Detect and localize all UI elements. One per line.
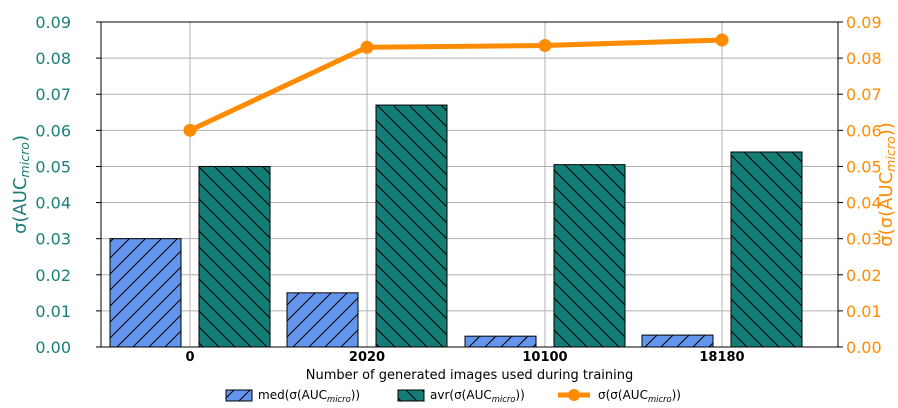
y-tick-label-left: 0.02 (35, 266, 71, 285)
y-tick-label-right: 0.07 (846, 85, 882, 104)
legend-label-med: med(σ(AUCmicro)) (258, 388, 360, 404)
line-point (538, 38, 552, 52)
y-axis-label-right: σ(σ(AUCmicro)) (876, 122, 898, 247)
bar-med-hatch (465, 336, 536, 347)
legend-label-sigma: σ(σ(AUCmicro)) (598, 388, 681, 404)
y-tick-label-right: 0.03 (846, 230, 882, 249)
line-series (183, 33, 729, 137)
bar-avr-hatch (376, 105, 447, 347)
y-tick-label-left: 0.06 (35, 121, 71, 140)
y-tick-label-left: 0.03 (35, 230, 71, 249)
y-tick-label-left: 0.05 (35, 157, 71, 176)
bar-avr-hatch (554, 164, 625, 347)
legend-swatch-med-hatch (226, 390, 252, 401)
line-point (715, 33, 729, 47)
y-tick-label-right: 0.08 (846, 49, 882, 68)
x-tick-label: 2020 (349, 350, 385, 365)
x-tick-label: 10100 (522, 350, 567, 365)
x-tick-label: 18180 (699, 350, 744, 365)
y-tick-label-right: 0.02 (846, 266, 882, 285)
bars (109, 104, 803, 348)
y-tick-label-left: 0.00 (35, 338, 71, 357)
y-tick-label-left: 0.09 (35, 13, 71, 32)
plot-frame (100, 21, 839, 348)
y-tick-label-right: 0.09 (846, 13, 882, 32)
legend: med(σ(AUCmicro)) avr(σ(AUCmicro)) σ(σ(AUCm… (225, 388, 681, 404)
x-tick-label: 0 (185, 350, 194, 365)
line-sigma (188, 37, 723, 133)
bar-med-hatch (110, 238, 181, 347)
y-tick-label-left: 0.07 (35, 85, 71, 104)
y-tick-label-left: 0.01 (35, 302, 71, 321)
x-axis-label: Number of generated images used during t… (306, 368, 634, 383)
line-point (360, 40, 374, 54)
legend-swatch-avr-hatch (398, 390, 424, 401)
y-axis-label-left: σ(AUCmicro) (10, 135, 32, 234)
tick-labels: 0.00 0.00 0.01 0.01 0.02 0.02 0.03 0.03 0.04 0.04… (35, 13, 881, 365)
bar-med-hatch (642, 335, 713, 347)
legend-marker-sigma (568, 389, 580, 401)
legend-label-avr: avr(σ(AUCmicro)) (430, 388, 525, 404)
y-tick-label-right: 0.05 (846, 157, 882, 176)
bar-med-hatch (287, 292, 358, 347)
axes (100, 21, 839, 348)
y-tick-label-right: 0.04 (846, 194, 882, 213)
bar-avr-hatch (731, 152, 802, 347)
bar-avr-hatch (199, 166, 270, 347)
y-tick-label-left: 0.04 (35, 194, 71, 213)
line-point (183, 123, 197, 137)
y-tick-label-left: 0.08 (35, 49, 71, 68)
y-tick-label-right: 0.06 (846, 121, 882, 140)
y-tick-label-right: 0.00 (846, 338, 882, 357)
y-tick-label-right: 0.01 (846, 302, 882, 321)
